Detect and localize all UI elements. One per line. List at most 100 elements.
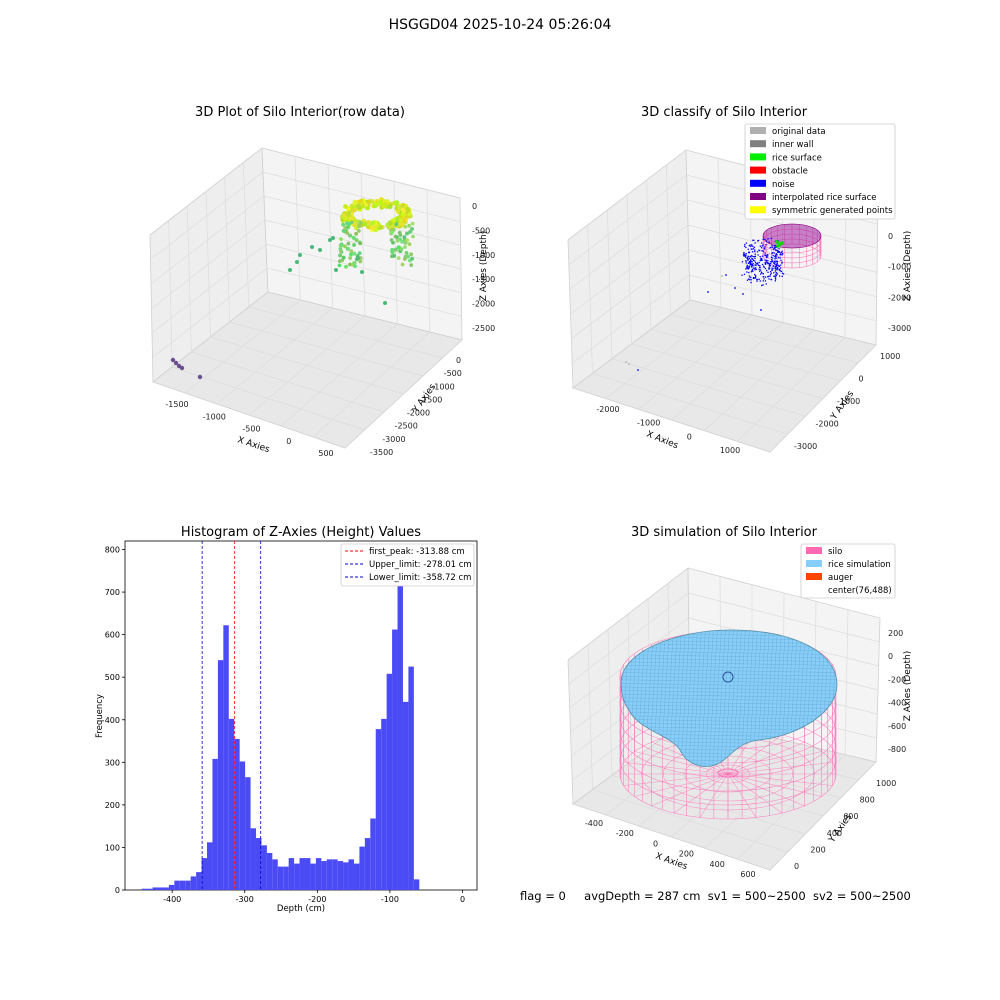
- data-point: [775, 252, 777, 255]
- data-point: [776, 254, 778, 256]
- histogram-bar: [217, 660, 224, 890]
- data-point: [775, 246, 777, 248]
- data-point: [396, 204, 402, 209]
- data-point: [750, 271, 753, 273]
- data-point: [404, 251, 409, 255]
- legend-label: inner wall: [772, 140, 813, 150]
- data-point: [346, 207, 351, 212]
- tick-label: 1000: [720, 446, 740, 455]
- data-point: [751, 269, 753, 271]
- data-point: [756, 278, 758, 281]
- data-point: [396, 256, 401, 260]
- legend: silo rice simulation auger center(76,488): [800, 543, 896, 599]
- data-point: [352, 261, 357, 265]
- data-point: [777, 268, 779, 270]
- data-point: [390, 250, 395, 254]
- data-point: [746, 279, 749, 281]
- data-point: [341, 255, 346, 260]
- data-point: [757, 239, 760, 242]
- data-point: [295, 260, 299, 264]
- data-point: [778, 256, 780, 259]
- data-point: [775, 263, 778, 266]
- data-point: [754, 267, 757, 269]
- data-point: [179, 365, 185, 371]
- tick-label: -200: [308, 895, 326, 904]
- data-point: [779, 275, 781, 277]
- data-point: [749, 264, 752, 266]
- histogram-bar: [288, 858, 295, 890]
- data-point: [743, 255, 745, 257]
- data-point: [751, 261, 753, 263]
- data-point: [750, 248, 753, 250]
- data-point: [749, 259, 752, 261]
- data-point: [770, 278, 772, 281]
- tick-label: 300: [105, 758, 120, 767]
- tick-label: -1500: [419, 395, 442, 404]
- data-point: [773, 262, 776, 265]
- data-point: [756, 262, 759, 264]
- data-point: [774, 255, 776, 258]
- data-point: [774, 266, 776, 268]
- data-point: [750, 260, 752, 262]
- figure-title: HSGGD04 2025-10-24 05:26:04: [388, 17, 612, 33]
- data-point: [774, 249, 777, 251]
- histogram-bar: [315, 858, 322, 890]
- data-point: [765, 269, 768, 272]
- data-point: [754, 267, 756, 269]
- data-point: [397, 222, 403, 227]
- data-point: [348, 256, 353, 260]
- data-point: [775, 254, 777, 256]
- data-point: [776, 244, 780, 248]
- data-point: [769, 262, 772, 265]
- data-point: [745, 252, 747, 255]
- tick-label: 0: [859, 375, 864, 384]
- data-point: [761, 263, 764, 266]
- data-point: [773, 260, 776, 263]
- legend-swatch: [750, 206, 766, 214]
- data-point: [763, 278, 765, 280]
- data-point: [410, 221, 415, 226]
- data-point: [776, 273, 779, 275]
- data-point: [752, 267, 755, 269]
- tick-label: 500: [318, 449, 333, 458]
- data-point: [780, 252, 782, 254]
- histogram-bar: [228, 718, 235, 890]
- histogram-bar: [386, 673, 393, 890]
- legend-swatch: [750, 127, 766, 134]
- data-point: [750, 266, 753, 268]
- data-point: [383, 301, 387, 305]
- data-point: [748, 275, 751, 277]
- tick-label: -1000: [431, 382, 454, 391]
- data-point: [362, 221, 368, 227]
- tick-label: 800: [105, 546, 120, 555]
- histogram-bar: [375, 729, 382, 890]
- data-point: [759, 270, 761, 272]
- data-point: [758, 261, 760, 264]
- data-point: [771, 257, 774, 259]
- data-point: [411, 234, 415, 239]
- histogram-bar: [370, 818, 376, 890]
- histogram-bar: [413, 879, 420, 890]
- data-point: [745, 260, 747, 262]
- histogram-bar: [223, 625, 229, 890]
- data-point: [403, 224, 408, 229]
- data-point: [407, 242, 412, 247]
- data-point: [346, 225, 351, 230]
- legend-label: first_peak: -313.88 cm: [369, 547, 465, 557]
- data-point: [338, 243, 343, 248]
- data-point: [398, 233, 403, 237]
- data-point: [343, 204, 348, 209]
- data-point: [774, 275, 776, 278]
- data-point: [341, 222, 346, 227]
- plot-area: [124, 540, 478, 891]
- tick-label: 800: [860, 796, 875, 805]
- data-point: [759, 280, 761, 282]
- tick-label: -1000: [203, 412, 226, 421]
- data-point: [776, 260, 778, 263]
- histogram-bar: [163, 887, 169, 890]
- histogram-bar: [201, 858, 208, 890]
- histogram-bar: [353, 863, 360, 890]
- tick-label: 700: [105, 588, 120, 597]
- data-point: [349, 203, 355, 209]
